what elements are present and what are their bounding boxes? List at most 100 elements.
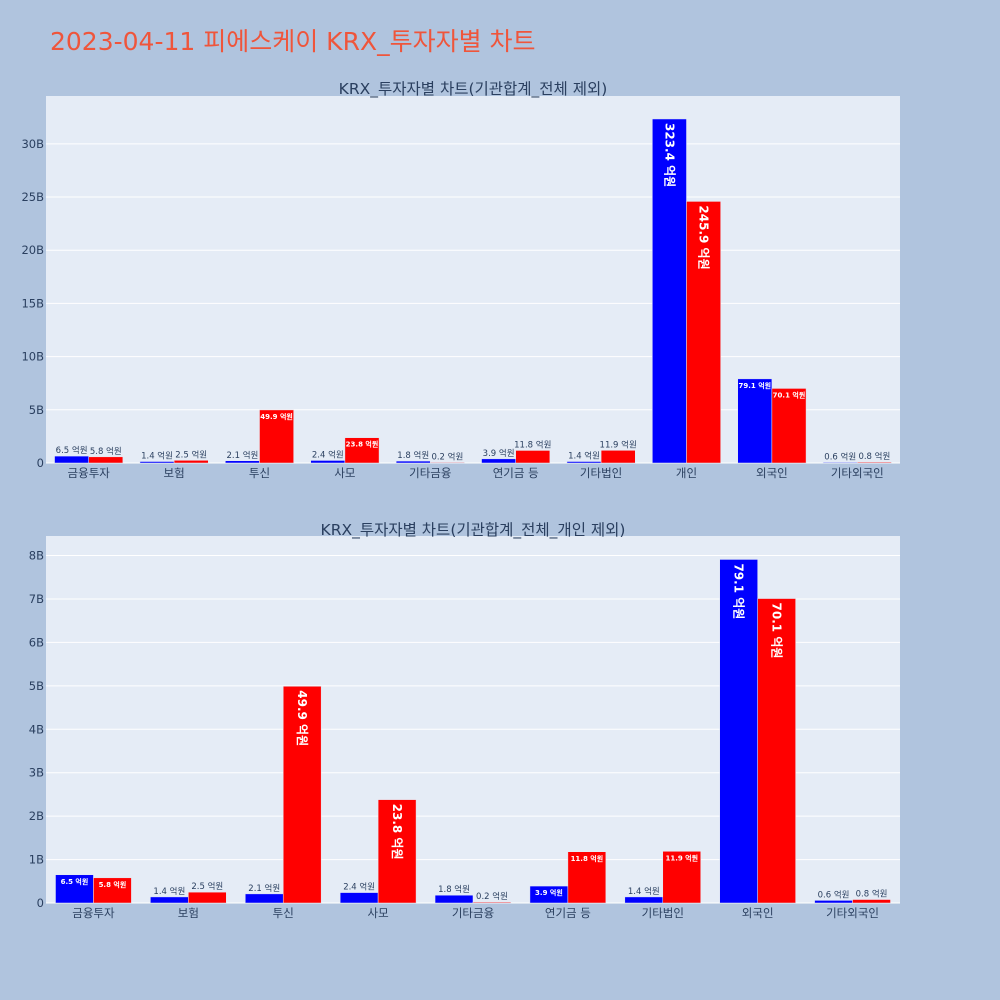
data-label: 49.9 억원: [295, 690, 309, 746]
data-label: 3.9 억원: [483, 448, 515, 459]
data-label: 6.5 억원: [61, 877, 89, 886]
bar: [344, 437, 380, 464]
bar: [757, 598, 796, 904]
bar: [150, 896, 189, 904]
bar: [852, 899, 891, 904]
bar: [434, 894, 474, 904]
data-label: 245.9 억원: [697, 205, 711, 269]
x-tick-label: 투신: [273, 906, 294, 920]
bar: [188, 891, 227, 904]
data-label: 23.8 억원: [346, 440, 379, 449]
x-tick-label: 기타법인: [642, 906, 684, 920]
data-label: 1.8 억원: [438, 884, 470, 895]
data-label: 0.8 억원: [856, 889, 888, 900]
bar: [652, 118, 687, 464]
data-label: 1.4 억원: [628, 886, 660, 897]
chart-title: KRX_투자자별 차트(기관합계_전체 제외): [339, 80, 608, 99]
data-label: 2.5 억원: [191, 881, 223, 892]
x-tick-label: 외국인: [742, 906, 774, 920]
bar: [686, 201, 721, 464]
bar: [245, 893, 284, 904]
bar: [566, 461, 602, 464]
bar: [259, 409, 294, 464]
data-label: 6.5 억원: [56, 445, 88, 456]
data-label: 5.8 억원: [90, 446, 122, 457]
page-title: 2023-04-11 피에스케이 KRX_투자자별 차트: [50, 27, 536, 56]
y-tick-label: 8B: [29, 549, 44, 563]
data-label: 323.4 억원: [662, 123, 676, 187]
bar: [282, 686, 322, 904]
bar: [339, 892, 379, 904]
bar: [173, 460, 209, 464]
x-tick-label: 연기금 등: [545, 906, 591, 920]
y-tick-label: 4B: [29, 722, 44, 736]
x-tick-label: 연기금 등: [493, 466, 539, 480]
y-tick-label: 30B: [21, 137, 44, 151]
x-tick-label: 기타금융: [452, 906, 494, 920]
bar: [481, 458, 516, 464]
bar: [88, 456, 124, 464]
y-tick-label: 10B: [21, 350, 44, 364]
data-label: 0.8 억원: [858, 451, 890, 462]
bar: [624, 896, 664, 904]
data-label: 1.4 억원: [568, 451, 600, 462]
bar: [93, 877, 132, 904]
chart-1: 0 5B 10B 15B 20B 25B 30B KRX_투자자별 차트(기관합계_전체 제외…: [21, 80, 900, 480]
bar: [814, 900, 853, 904]
data-label: 1.8 억원: [397, 450, 429, 461]
bar: [600, 450, 636, 464]
data-label: 0.6 억원: [818, 889, 850, 900]
data-label: 49.9 억원: [260, 412, 293, 421]
y-tick-label: 5B: [29, 679, 44, 693]
bar: [822, 462, 858, 464]
x-tick-label: 투신: [249, 466, 270, 480]
x-tick-label: 금융투자: [68, 466, 111, 480]
chart-title: KRX_투자자별 차트(기관합계_전체_개인 제외): [321, 521, 626, 540]
bar: [719, 559, 758, 904]
data-label: 2.4 억원: [343, 882, 375, 893]
x-tick-label: 보험: [164, 466, 185, 480]
y-tick-label: 20B: [21, 243, 44, 257]
x-tick-label: 기타금융: [409, 466, 451, 480]
bar: [225, 460, 260, 464]
data-label: 5.8 억원: [99, 880, 127, 889]
bar: [472, 901, 512, 904]
x-tick-label: 기타법인: [580, 466, 622, 480]
y-tick-label: 25B: [21, 190, 44, 204]
x-tick-label: 사모: [334, 466, 355, 480]
y-tick-label: 15B: [21, 296, 44, 310]
data-label: 70.1 억원: [770, 603, 784, 659]
data-label: 70.1 억원: [773, 390, 806, 399]
data-label: 1.4 억원: [153, 886, 185, 897]
data-label: 1.4 억원: [141, 451, 173, 462]
data-label: 2.4 억원: [312, 449, 344, 460]
bar: [662, 851, 701, 904]
data-label: 11.8 억원: [571, 854, 604, 863]
bar: [515, 450, 551, 464]
bar: [395, 460, 431, 464]
bar: [771, 388, 807, 464]
data-label: 79.1 억원: [732, 563, 746, 619]
x-tick-label: 기타외국인: [831, 466, 884, 480]
data-label: 2.5 억원: [175, 449, 207, 460]
data-label: 0.2 억원: [431, 451, 463, 462]
bar: [567, 851, 607, 904]
bar: [377, 799, 417, 904]
y-tick-label: 0: [37, 456, 44, 470]
data-label: 2.1 억원: [248, 883, 280, 894]
bar: [54, 455, 89, 464]
data-label: 23.8 억원: [390, 804, 404, 860]
x-tick-label: 금융투자: [72, 906, 115, 920]
x-tick-label: 외국인: [756, 466, 788, 480]
data-label: 0.6 억원: [824, 451, 856, 462]
y-tick-label: 0: [37, 896, 44, 910]
y-tick-label: 7B: [29, 592, 44, 606]
data-label: 11.9 억원: [600, 439, 637, 450]
bar: [857, 461, 892, 464]
data-label: 11.8 억원: [514, 439, 551, 450]
bar: [430, 462, 465, 464]
x-tick-label: 개인: [676, 466, 697, 480]
data-label: 0.2 억원: [476, 891, 508, 902]
y-tick-label: 1B: [29, 853, 44, 867]
data-label: 2.1 억원: [226, 450, 258, 461]
